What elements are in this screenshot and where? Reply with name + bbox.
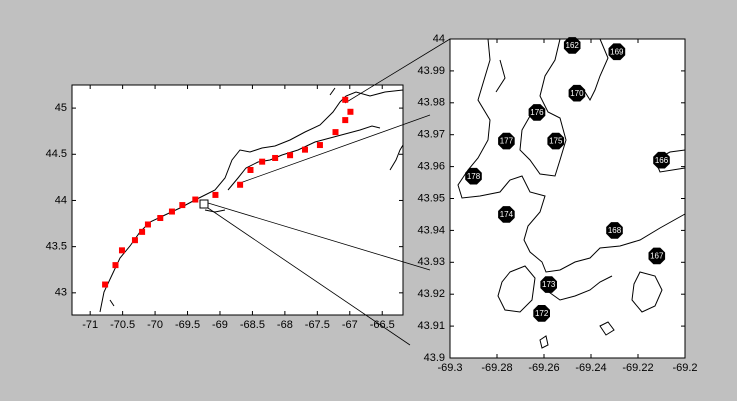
site-point <box>131 237 138 244</box>
y-tick-label: 43.98 <box>417 97 445 109</box>
site-point <box>259 158 266 165</box>
site-point <box>287 152 294 159</box>
site-point <box>157 215 164 222</box>
zoom-box <box>199 199 209 209</box>
x-tick-label: -67.5 <box>305 319 330 331</box>
site-label: 176 <box>530 108 544 117</box>
x-tick-label: -69.24 <box>575 362 606 374</box>
y-tick-label: 43.91 <box>417 320 445 332</box>
site-label: 170 <box>570 89 584 98</box>
x-tick-label: -69.22 <box>622 362 653 374</box>
x-tick-label: -68.5 <box>240 319 265 331</box>
site-marker <box>606 222 623 239</box>
site-point <box>332 129 339 136</box>
y-tick-label: 43.92 <box>417 288 445 300</box>
y-tick-label: 43.97 <box>417 129 445 141</box>
y-tick-label: 43.96 <box>417 161 445 173</box>
x-tick-label: -69.2 <box>672 362 697 374</box>
x-tick-label: -67 <box>342 319 358 331</box>
y-tick-label: 44 <box>55 194 67 206</box>
x-tick-label: -66.5 <box>370 319 395 331</box>
site-point <box>272 154 279 161</box>
site-label: 173 <box>542 280 556 289</box>
site-label: 169 <box>610 47 624 56</box>
site-marker <box>498 206 515 223</box>
site-point <box>102 281 109 288</box>
site-label: 168 <box>608 226 622 235</box>
site-marker <box>653 151 670 169</box>
site-point <box>112 262 119 269</box>
site-marker <box>498 132 515 150</box>
connector-lines <box>207 38 451 346</box>
site-point <box>247 166 254 173</box>
site-point <box>118 247 125 254</box>
x-tick-label: -69.26 <box>528 362 559 374</box>
site-marker <box>568 84 586 102</box>
site-label: 167 <box>650 252 664 261</box>
site-label: 174 <box>500 210 514 219</box>
y-tick-label: 43.9 <box>424 352 445 364</box>
site-point <box>301 146 308 153</box>
y-tick-label: 43.5 <box>46 241 67 253</box>
site-label: 166 <box>655 156 669 165</box>
site-point <box>168 208 175 215</box>
y-tick-label: 43.95 <box>417 192 445 204</box>
site-marker <box>547 132 565 150</box>
x-tick-label: -69.5 <box>175 319 200 331</box>
site-marker <box>648 247 666 265</box>
site-label: 172 <box>535 309 549 318</box>
right-coastline <box>457 38 686 349</box>
x-tick-label: -70.5 <box>110 319 135 331</box>
x-tick-label: -69.28 <box>481 362 512 374</box>
left-axes <box>71 84 404 316</box>
y-tick-label: 43.94 <box>417 224 445 236</box>
site-point <box>342 96 349 103</box>
x-tick-label: -70 <box>147 319 163 331</box>
site-point <box>192 196 199 203</box>
site-marker <box>465 167 482 185</box>
x-tick-label: -69.3 <box>437 362 462 374</box>
site-point <box>144 221 151 228</box>
site-point <box>342 117 349 124</box>
y-tick-label: 44 <box>433 33 445 45</box>
site-point <box>212 191 219 198</box>
site-marker <box>563 37 581 54</box>
site-point <box>316 142 323 149</box>
y-tick-label: 45 <box>55 102 67 114</box>
site-point <box>179 202 186 209</box>
site-marker <box>528 104 546 121</box>
y-tick-label: 44.5 <box>46 148 67 160</box>
site-label: 175 <box>549 137 563 146</box>
y-tick-label: 43.99 <box>417 65 445 77</box>
right-axes <box>449 38 686 359</box>
x-tick-label: -68 <box>277 319 293 331</box>
site-marker <box>533 305 550 322</box>
site-point <box>237 181 244 188</box>
site-marker <box>540 276 557 293</box>
site-point <box>347 108 354 115</box>
site-marker <box>608 43 626 61</box>
site-point <box>139 228 146 235</box>
y-tick-label: 43.93 <box>417 256 445 268</box>
site-label: 162 <box>566 41 580 50</box>
x-tick-label: -69 <box>212 319 228 331</box>
site-label: 177 <box>500 137 514 146</box>
y-tick-label: 43 <box>55 287 67 299</box>
x-tick-label: -71 <box>82 319 98 331</box>
site-label: 178 <box>467 172 481 181</box>
